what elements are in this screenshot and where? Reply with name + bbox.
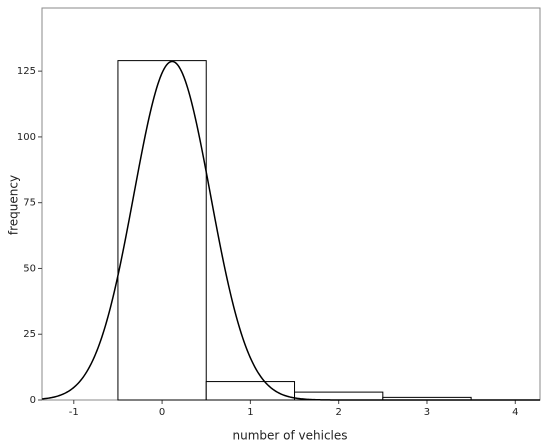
plot-frame [41, 7, 541, 401]
x-tick-label: 1 [247, 407, 253, 418]
y-tick-label: 50 [23, 263, 36, 274]
x-tick-label: 3 [424, 407, 430, 418]
y-tick-label: 100 [17, 132, 36, 143]
normal-curve [41, 60, 540, 401]
bar [205, 381, 296, 401]
x-tick-label: 2 [335, 407, 341, 418]
bar [117, 60, 207, 401]
y-tick-label: 75 [23, 198, 36, 209]
y-tick-label: 25 [23, 329, 36, 340]
x-tick-label: 4 [512, 407, 518, 418]
x-tick-label: 0 [159, 407, 165, 418]
x-tick-label: -1 [69, 407, 79, 418]
y-tick-label: 0 [30, 395, 36, 406]
y-tick-label: 125 [17, 66, 36, 77]
y-axis-title: frequency [7, 175, 21, 235]
x-axis-title: number of vehicles [232, 429, 347, 443]
